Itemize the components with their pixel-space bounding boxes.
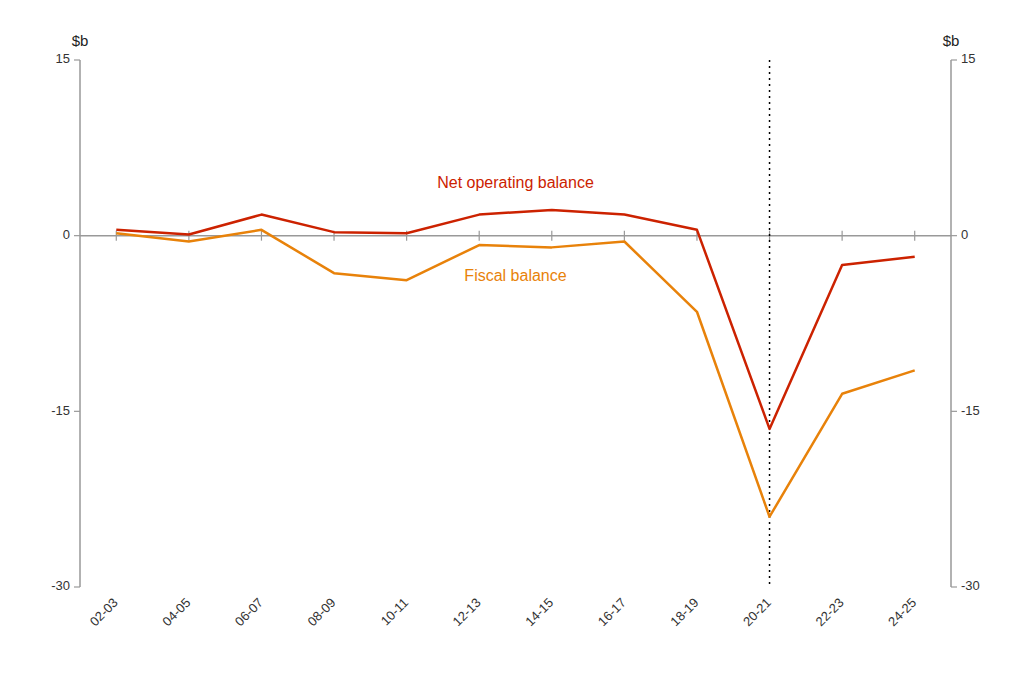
x-tick-label: 18-19 (667, 595, 701, 629)
y2-tick-label: -15 (961, 403, 980, 418)
y-tick (74, 586, 80, 587)
series-label: Fiscal balance (464, 267, 566, 284)
y2-tick-label: 0 (961, 227, 968, 242)
y-tick (74, 235, 80, 236)
x-tick-label: 14-15 (522, 595, 556, 629)
x-tick-label: 24-25 (885, 595, 919, 629)
x-tick (914, 231, 915, 241)
x-tick-label: 22-23 (813, 595, 847, 629)
chart: -30-15015-30-15015$b$b02-0304-0506-0708-… (0, 0, 1031, 687)
y2-axis-line (950, 60, 952, 587)
y2-tick (951, 59, 957, 60)
x-tick-label: 06-07 (232, 595, 266, 629)
x-tick (479, 231, 480, 241)
y-tick (74, 59, 80, 60)
x-tick-label: 16-17 (595, 595, 629, 629)
x-tick (842, 231, 843, 241)
series-line (116, 210, 914, 429)
x-tick-label: 08-09 (304, 595, 338, 629)
y2-axis-label: $b (943, 32, 960, 49)
x-tick (551, 231, 552, 241)
x-tick (624, 231, 625, 241)
x-tick-label: 12-13 (450, 595, 484, 629)
y2-tick (951, 235, 957, 236)
x-tick-label: 02-03 (87, 595, 121, 629)
series-line (116, 230, 914, 517)
series-label: Net operating balance (437, 174, 594, 191)
chart-container: -30-15015-30-15015$b$b02-0304-0506-0708-… (0, 0, 1031, 687)
vertical-marker (769, 60, 771, 587)
x-tick-label: 20-21 (740, 595, 774, 629)
y-tick-label: 0 (63, 227, 70, 242)
x-tick-label: 04-05 (159, 595, 193, 629)
x-tick-label: 10-11 (378, 595, 411, 628)
y-tick (74, 411, 80, 412)
plot-area (116, 210, 914, 517)
y-tick-label: -30 (51, 578, 70, 593)
y-tick-label: -15 (51, 403, 70, 418)
y2-tick-label: 15 (961, 51, 975, 66)
y-axis-line (79, 60, 81, 587)
y-axis-label: $b (72, 32, 89, 49)
x-tick (261, 231, 262, 241)
y-tick-label: 15 (56, 51, 70, 66)
y2-tick-label: -30 (961, 578, 980, 593)
y2-tick (951, 411, 957, 412)
y2-tick (951, 586, 957, 587)
zero-line (80, 235, 951, 237)
